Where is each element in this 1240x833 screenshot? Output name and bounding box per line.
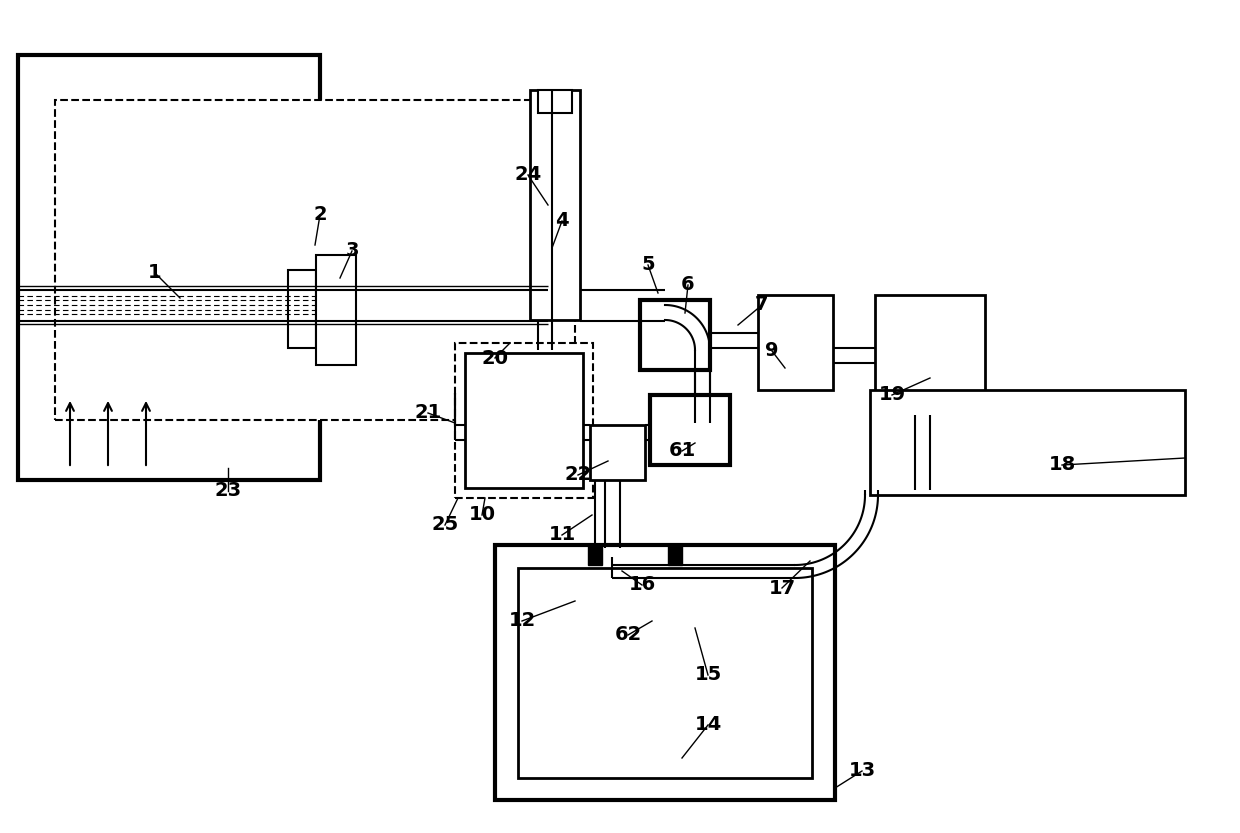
Text: 23: 23: [215, 481, 242, 501]
Text: 4: 4: [556, 212, 569, 231]
Bar: [640, 300, 711, 370]
Text: 62: 62: [614, 626, 641, 645]
Text: 19: 19: [878, 386, 905, 405]
Text: 5: 5: [641, 256, 655, 275]
Bar: [495, 545, 835, 800]
Bar: [19, 55, 320, 480]
Bar: [870, 390, 1185, 495]
Text: 16: 16: [629, 576, 656, 595]
Text: 6: 6: [681, 276, 694, 295]
Bar: [875, 295, 985, 415]
Bar: [538, 90, 572, 113]
Bar: [518, 568, 812, 778]
Text: 18: 18: [1048, 456, 1075, 475]
Text: 24: 24: [515, 166, 542, 184]
Bar: [588, 545, 601, 565]
Text: 61: 61: [668, 441, 696, 461]
Circle shape: [606, 545, 618, 557]
Text: 12: 12: [508, 611, 536, 631]
Bar: [316, 255, 356, 365]
Text: 17: 17: [769, 578, 796, 597]
Bar: [529, 90, 580, 320]
Text: 10: 10: [469, 506, 496, 525]
Text: 11: 11: [548, 526, 575, 545]
Bar: [288, 270, 316, 348]
Text: 3: 3: [345, 242, 358, 261]
Text: 20: 20: [481, 348, 508, 367]
Text: 25: 25: [432, 516, 459, 535]
Text: 9: 9: [765, 342, 779, 361]
Text: 14: 14: [694, 716, 722, 735]
Bar: [650, 395, 730, 465]
Text: 13: 13: [848, 761, 875, 781]
Bar: [455, 343, 593, 498]
Text: 7: 7: [755, 296, 769, 315]
Bar: [590, 425, 645, 480]
Text: 22: 22: [564, 466, 591, 485]
Bar: [55, 100, 575, 420]
Text: 1: 1: [149, 263, 161, 282]
Text: 21: 21: [414, 403, 441, 422]
Bar: [465, 353, 583, 488]
Bar: [758, 295, 833, 390]
Bar: [668, 545, 682, 565]
Text: 15: 15: [694, 666, 722, 685]
Text: 2: 2: [314, 206, 327, 225]
